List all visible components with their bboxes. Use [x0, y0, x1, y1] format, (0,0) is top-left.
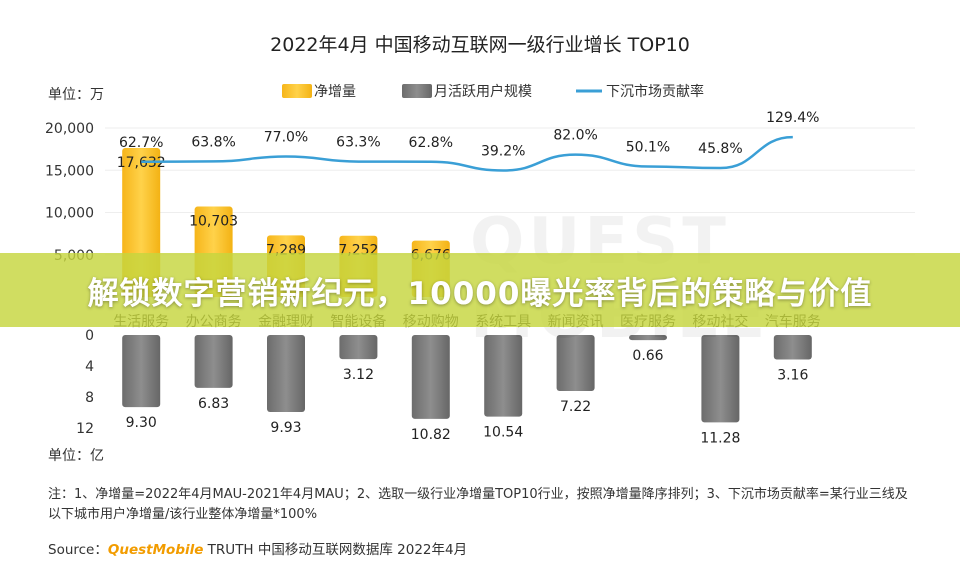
- mau-bar-label: 7.22: [560, 399, 591, 415]
- banner-text: 解锁数字营销新纪元，10000曝光率背后的策略与价值: [87, 275, 873, 312]
- top-y-tick: 20,000: [45, 121, 94, 137]
- mau-bar: [122, 335, 161, 408]
- top-y-tick: 15,000: [45, 163, 94, 179]
- top-y-tick: 10,000: [45, 206, 94, 222]
- mau-bar-label: 6.83: [198, 396, 229, 412]
- legend-label-contribution: 下沉市场贡献率: [606, 83, 704, 100]
- mau-bar: [556, 335, 595, 391]
- legend-label-mau: 月活跃用户规模: [434, 83, 532, 100]
- contribution-label: 77.0%: [264, 130, 308, 146]
- mau-bar: [411, 335, 450, 419]
- chart-title: 2022年4月 中国移动互联网一级行业增长 TOP10: [270, 34, 690, 56]
- contribution-label: 63.3%: [336, 135, 380, 151]
- contribution-label: 63.8%: [191, 134, 235, 150]
- mau-bar-label: 10.54: [483, 425, 523, 441]
- mau-bar: [339, 335, 378, 360]
- bottom-unit-label: 单位：亿: [48, 448, 104, 464]
- mau-bar: [267, 335, 305, 412]
- legend-swatch-net-growth: [282, 84, 312, 98]
- contribution-label: 129.4%: [766, 110, 819, 126]
- bottom-y-tick: 8: [85, 390, 94, 406]
- banner: 解锁数字营销新纪元，10000曝光率背后的策略与价值: [0, 253, 960, 327]
- legend-swatch-mau: [402, 84, 432, 98]
- net-growth-bar-label: 10,703: [189, 214, 238, 230]
- source-line: Source：QuestMobile TRUTH 中国移动互联网数据库 2022…: [48, 538, 467, 558]
- bottom-y-tick: 4: [85, 359, 94, 375]
- contribution-label: 62.8%: [409, 135, 453, 151]
- legend-label-net-growth: 净增量: [314, 84, 356, 100]
- bottom-y-tick: 12: [76, 421, 94, 437]
- contribution-label: 45.8%: [698, 141, 742, 157]
- mau-bar-label: 10.82: [411, 427, 451, 443]
- source-brand: QuestMobile: [107, 542, 204, 558]
- mau-bar-label: 9.93: [270, 420, 301, 436]
- chart-note: 注：1、净增量=2022年4月MAU-2021年4月MAU；2、选取一级行业净增…: [48, 487, 908, 522]
- mau-bar-label: 0.66: [632, 348, 663, 364]
- mau-bar: [194, 335, 233, 388]
- mau-bar: [773, 335, 812, 360]
- mau-bar-label: 3.16: [777, 367, 808, 383]
- top-unit-label: 单位：万: [48, 87, 104, 103]
- contribution-label: 62.7%: [119, 135, 163, 151]
- bottom-y-tick: 0: [85, 328, 94, 344]
- mau-bar: [484, 335, 523, 417]
- contribution-line: [141, 135, 793, 172]
- mau-bar-label: 9.30: [126, 415, 157, 431]
- source-prefix: Source：: [48, 542, 108, 558]
- source-suffix: TRUTH 中国移动互联网数据库 2022年4月: [203, 542, 468, 558]
- mau-bar-label: 3.12: [343, 367, 374, 383]
- contribution-label: 50.1%: [626, 139, 670, 155]
- mau-bar: [701, 335, 740, 423]
- mau-bar: [629, 335, 667, 341]
- net-growth-bar-label: 17,632: [117, 155, 166, 171]
- contribution-label: 39.2%: [481, 143, 525, 159]
- contribution-label: 82.0%: [553, 128, 597, 144]
- mau-bar-label: 11.28: [700, 430, 740, 446]
